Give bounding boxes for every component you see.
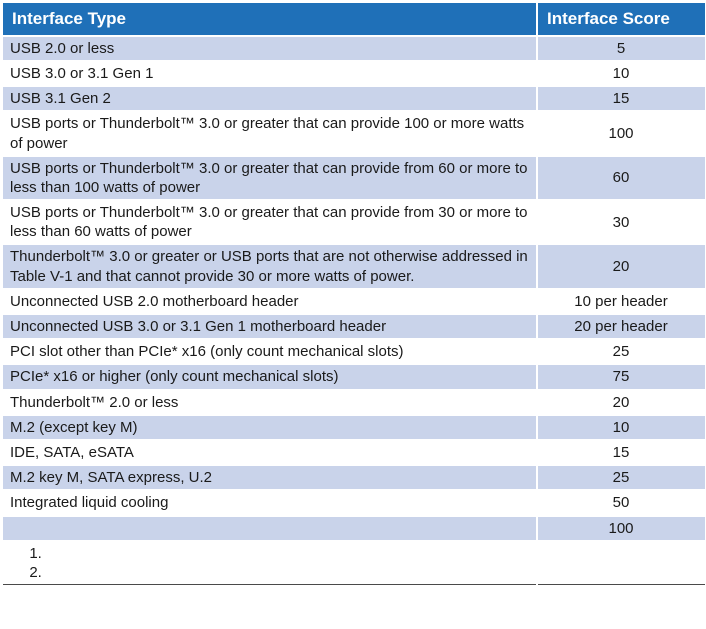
table-row: M.2 key M, SATA express, U.2 25 [1, 464, 706, 492]
table-row: IDE, SATA, eSATA 15 [1, 438, 706, 467]
table-header-row: Interface Type Interface Score [1, 1, 706, 37]
interface-score-cell [536, 539, 706, 586]
table-row: M.2 (except key M) 10 [1, 413, 706, 441]
table-row: USB ports or Thunderbolt™ 3.0 or greater… [1, 110, 706, 157]
interface-score-cell: 15 [536, 85, 706, 113]
interface-type-cell: M.2 key M, SATA express, U.2 [1, 464, 538, 492]
table-row [1, 539, 706, 586]
interface-score-cell: 10 [536, 59, 706, 88]
interface-score-cell: 100 [536, 514, 706, 542]
table-row: USB ports or Thunderbolt™ 3.0 or greater… [1, 199, 706, 246]
page: Interface Type Interface Score USB 2.0 o… [0, 0, 706, 586]
interface-score-cell: 50 [536, 489, 706, 517]
interface-type-cell: Integrated liquid cooling [1, 489, 538, 517]
interface-type-cell: Thunderbolt™ 2.0 or less [1, 388, 538, 416]
table-row: Thunderbolt™ 3.0 or greater or USB ports… [1, 243, 706, 290]
interface-score-cell: 20 [536, 388, 706, 416]
table-row: PCIe* x16 or higher (only count mechanic… [1, 363, 706, 391]
interface-score-cell: 60 [536, 154, 706, 202]
table-row: Integrated liquid cooling 50 [1, 489, 706, 517]
interface-type-cell [1, 539, 538, 586]
interface-type-cell: USB 3.0 or 3.1 Gen 1 [1, 59, 538, 88]
either-item-1 [46, 544, 528, 563]
interface-score-table: Interface Type Interface Score USB 2.0 o… [1, 1, 706, 586]
interface-type-cell [1, 514, 538, 542]
column-header-interface-type: Interface Type [1, 1, 538, 37]
table-row: Unconnected USB 3.0 or 3.1 Gen 1 motherb… [1, 312, 706, 341]
interface-type-cell: Unconnected USB 2.0 motherboard header [1, 287, 538, 316]
table-row: USB 3.0 or 3.1 Gen 1 10 [1, 59, 706, 88]
table-row: PCI slot other than PCIe* x16 (only coun… [1, 338, 706, 366]
either-item-2 [46, 563, 528, 582]
interface-score-cell: 75 [536, 363, 706, 391]
interface-type-cell: USB ports or Thunderbolt™ 3.0 or greater… [1, 154, 538, 202]
interface-type-cell: USB ports or Thunderbolt™ 3.0 or greater… [1, 110, 538, 157]
table-row: Thunderbolt™ 2.0 or less 20 [1, 388, 706, 416]
interface-type-cell: Thunderbolt™ 3.0 or greater or USB ports… [1, 243, 538, 290]
interface-type-cell: PCI slot other than PCIe* x16 (only coun… [1, 338, 538, 366]
table-row: USB ports or Thunderbolt™ 3.0 or greater… [1, 154, 706, 202]
table-row: Unconnected USB 2.0 motherboard header 1… [1, 287, 706, 316]
interface-type-cell: IDE, SATA, eSATA [1, 438, 538, 467]
table-row: USB 3.1 Gen 2 15 [1, 85, 706, 113]
interface-type-cell: M.2 (except key M) [1, 413, 538, 441]
interface-type-cell: Unconnected USB 3.0 or 3.1 Gen 1 motherb… [1, 312, 538, 341]
either-list [10, 544, 528, 582]
column-header-interface-score: Interface Score [536, 1, 706, 37]
interface-score-cell: 15 [536, 438, 706, 467]
interface-type-cell: USB 3.1 Gen 2 [1, 85, 538, 113]
interface-score-cell: 10 [536, 413, 706, 441]
interface-score-cell: 20 [536, 243, 706, 290]
interface-score-cell: 5 [536, 34, 706, 62]
interface-score-cell: 25 [536, 464, 706, 492]
table-row: 100 [1, 514, 706, 542]
interface-score-cell: 100 [536, 110, 706, 157]
interface-score-cell: 30 [536, 199, 706, 246]
table-row: USB 2.0 or less 5 [1, 34, 706, 62]
interface-type-cell: USB 2.0 or less [1, 34, 538, 62]
interface-type-cell: PCIe* x16 or higher (only count mechanic… [1, 363, 538, 391]
interface-type-cell: USB ports or Thunderbolt™ 3.0 or greater… [1, 199, 538, 246]
interface-score-cell: 25 [536, 338, 706, 366]
interface-score-cell: 20 per header [536, 312, 706, 341]
interface-score-cell: 10 per header [536, 287, 706, 316]
